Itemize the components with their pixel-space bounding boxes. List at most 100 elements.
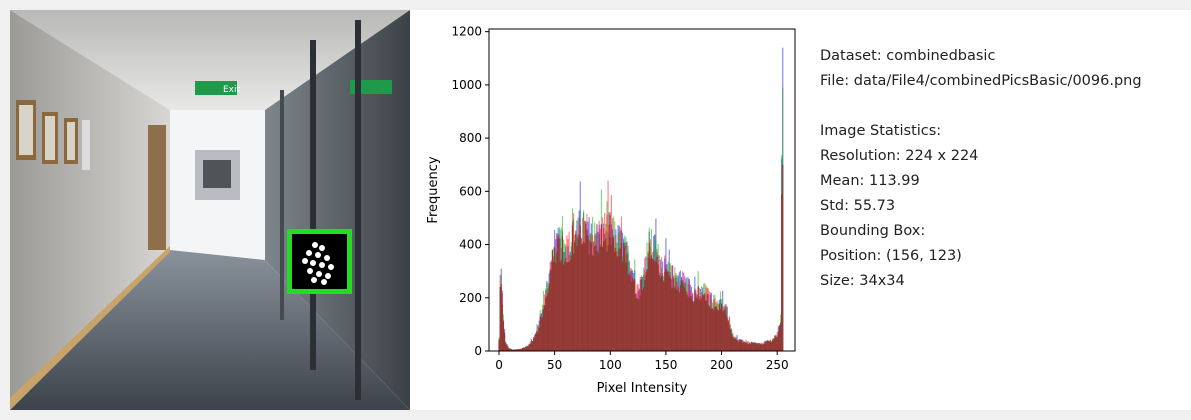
histogram-overlap-bar [545, 297, 547, 351]
histogram-overlap-bar [698, 299, 700, 351]
histogram-overlap-bar [588, 254, 590, 351]
histogram-overlap-bar [530, 342, 532, 351]
histogram-overlap-bar [724, 309, 726, 351]
histogram-overlap-bar [646, 270, 648, 351]
histogram-overlap-bar [551, 250, 553, 351]
histogram-overlap-bar [623, 243, 625, 351]
histogram-overlap-bar [762, 344, 764, 351]
histogram-overlap-bar [765, 341, 767, 351]
histogram-overlap-bar [718, 304, 720, 351]
histogram-overlap-bar [703, 295, 705, 351]
histogram-overlap-bar [634, 278, 636, 351]
histogram-overlap-bar [772, 340, 774, 351]
histogram-overlap-bar [508, 348, 510, 351]
histogram-overlap-bar [586, 235, 588, 351]
histogram-overlap-bar [722, 311, 724, 351]
histogram-overlap-bar [643, 287, 645, 351]
histogram-overlap-bar [731, 333, 733, 351]
histogram-overlap-bar [591, 255, 594, 351]
histogram-overlap-bar [777, 331, 779, 351]
histogram-overlap-bar [558, 238, 560, 351]
histogram-overlap-bar [640, 279, 642, 351]
histogram-overlap-bar [548, 284, 550, 351]
histogram-overlap-bar [687, 297, 689, 351]
y-tick-label: 1000 [451, 78, 482, 92]
histogram-overlap-bar [769, 341, 772, 351]
histogram-overlap-bar [739, 340, 742, 351]
histogram-overlap-bar [599, 246, 601, 351]
histogram-overlap-bar [635, 294, 637, 351]
histogram-overlap-bar [756, 344, 758, 351]
histogram-overlap-bar [590, 242, 592, 351]
histogram-overlap-bar [630, 281, 632, 351]
histogram-overlap-bar [518, 349, 520, 351]
histogram-overlap-bar [664, 271, 666, 351]
histogram-overlap-bar [547, 292, 549, 351]
histogram-overlap-bar [779, 323, 782, 351]
mean-label: Mean: 113.99 [820, 173, 920, 189]
histogram-overlap-bar [589, 241, 591, 351]
histogram-overlap-bar [619, 248, 621, 351]
histogram-overlap-bar [649, 258, 651, 351]
histogram-overlap-bar [535, 334, 537, 351]
histogram-overlap-bar [616, 256, 618, 351]
histogram-overlap-bar [774, 335, 776, 351]
histogram-overlap-bar [610, 245, 612, 351]
histogram-overlap-bar [546, 295, 548, 351]
histogram-overlap-bar [537, 333, 539, 351]
histogram-overlap-bar [613, 237, 615, 351]
histogram-overlap-bar [745, 342, 747, 351]
histogram-overlap-bar [778, 327, 780, 351]
histogram-overlap-bar [566, 262, 568, 351]
histogram-overlap-bar [581, 244, 584, 351]
histogram-overlap-bar [746, 343, 748, 351]
histogram-overlap-bar [520, 349, 522, 351]
x-tick-label: 100 [599, 358, 622, 372]
histogram-overlap-bar [527, 346, 529, 351]
y-tick-label: 800 [459, 131, 482, 145]
histogram-overlap-bar [678, 292, 680, 351]
histogram-overlap-bar [749, 344, 752, 351]
histogram-overlap-bar [506, 344, 508, 351]
histogram-overlap-bar [665, 268, 667, 351]
histogram-overlap-bar [538, 327, 540, 351]
histogram-overlap-bar [621, 262, 624, 351]
histogram-overlap-bar [666, 272, 668, 351]
histogram-overlap-bar [573, 253, 575, 351]
histogram-overlap-bar [683, 285, 685, 351]
histogram-overlap-bar [639, 295, 641, 351]
histogram-overlap-bar [499, 287, 501, 351]
histogram-overlap-bar [715, 306, 717, 351]
histogram-overlap-bar [704, 294, 706, 351]
bbox-pattern [302, 242, 334, 285]
histogram-overlap-bar [657, 264, 659, 351]
histogram-overlap-bar [565, 257, 567, 351]
histogram-overlap-bar [706, 294, 708, 351]
histogram-overlap-bar [717, 311, 719, 351]
histogram-overlap-bar [645, 275, 647, 351]
histogram-overlap-bar [515, 349, 517, 351]
histogram-overlap-bar [714, 306, 716, 351]
histogram-overlap-bar [655, 261, 657, 351]
histogram-overlap-bar [761, 344, 763, 351]
histogram-overlap-bar [534, 337, 536, 351]
histogram-overlap-bar [512, 349, 515, 351]
plot-frame [488, 28, 796, 352]
histogram-overlap-bar [505, 343, 507, 351]
histogram-overlap-bar [716, 308, 718, 351]
histogram-overlap-bar [541, 317, 543, 351]
histogram-overlap-bar [662, 275, 664, 351]
histogram-overlap-bar [656, 256, 658, 351]
histogram-overlap-bar [652, 258, 654, 351]
histogram-overlap-bar [583, 241, 585, 351]
histogram-overlap-bar [723, 310, 725, 351]
x-tick-label: 0 [495, 358, 503, 372]
histogram-overlap-bar [522, 347, 525, 351]
histogram-overlap-bar [653, 260, 655, 351]
histogram-overlap-bar [598, 233, 600, 351]
histogram-overlap-bar [751, 342, 753, 351]
histogram-overlap-bar [584, 243, 586, 351]
histogram-overlap-bar [607, 245, 609, 351]
histogram-overlap-bar [577, 238, 579, 351]
histogram-overlap-bar [705, 300, 707, 351]
